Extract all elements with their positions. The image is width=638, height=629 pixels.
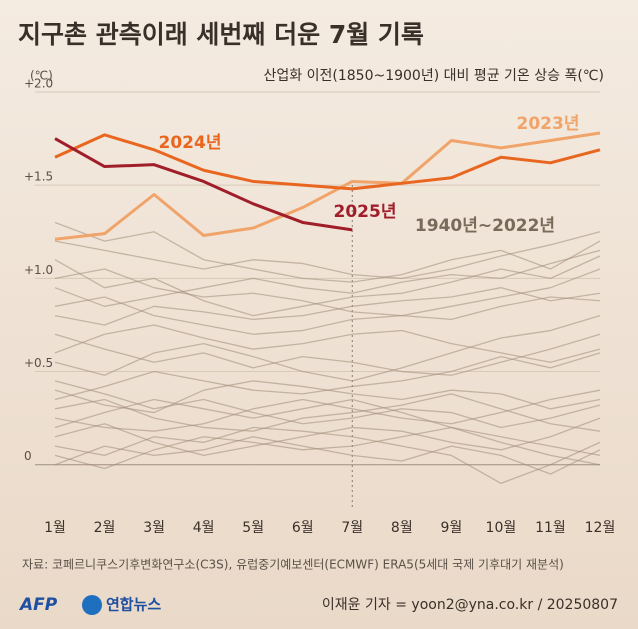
subtitle: 산업화 이전(1850~1900년) 대비 평균 기온 상승 폭(℃): [264, 68, 604, 84]
highlight-line: [54, 131, 601, 241]
highlight-line: [54, 137, 353, 232]
logo-afp: AFP: [18, 595, 58, 615]
source: 자료: 코페르니쿠스기후변화연구소(C3S), 유럽중기예보센터(ECMWF) …: [22, 558, 564, 572]
series-label: 2025년: [334, 202, 397, 222]
x-tick-label: 11월: [535, 520, 566, 536]
history-line: [54, 287, 601, 326]
y-tick-label: +1.0: [24, 263, 53, 277]
x-tick-label: 9월: [440, 520, 462, 536]
history-line: [54, 255, 601, 317]
x-tick-label: 10월: [486, 520, 517, 536]
series-label: 2023년: [517, 114, 580, 134]
x-tick-label: 2월: [94, 520, 116, 536]
logo-yna: 연합뉴스: [106, 596, 161, 614]
annotation: 1940년~2022년: [415, 216, 555, 236]
history-line: [54, 380, 601, 414]
logo-icon: [82, 595, 102, 615]
x-tick-label: 12월: [585, 520, 616, 536]
x-tick-label: 5월: [242, 520, 264, 536]
chart-title: 지구촌 관측이래 세번째 더운 7월 기록: [18, 20, 424, 49]
series-label: 2024년: [159, 133, 222, 153]
x-tick-label: 4월: [193, 520, 215, 536]
y-tick-label: +0.5: [24, 356, 53, 370]
history-line: [54, 436, 601, 475]
y-unit: (℃): [30, 69, 53, 83]
history-line: [54, 389, 601, 432]
x-tick-label: 7월: [341, 520, 363, 536]
history-line: [54, 393, 601, 432]
x-tick-label: 3월: [143, 520, 165, 536]
history-line: [54, 268, 601, 335]
history-line: [54, 380, 601, 429]
x-tick-label: 1월: [44, 520, 66, 536]
y-tick-label: +2.0: [24, 77, 53, 91]
x-tick-label: 6월: [292, 520, 314, 536]
highlight-line: [54, 133, 601, 191]
x-tick-label: 8월: [391, 520, 413, 536]
y-tick-label: +1.5: [24, 170, 53, 184]
history-line: [54, 324, 601, 363]
history-line: [54, 426, 601, 470]
credit: 이재윤 기자 = yoon2@yna.co.kr / 20250807: [322, 597, 618, 613]
history-line: [54, 417, 601, 457]
history-line: [54, 249, 601, 307]
history-line: [54, 333, 601, 376]
history-line: [54, 231, 601, 280]
history-line: [54, 268, 601, 321]
y-tick-label: 0: [24, 449, 32, 463]
history-line: [54, 315, 601, 382]
